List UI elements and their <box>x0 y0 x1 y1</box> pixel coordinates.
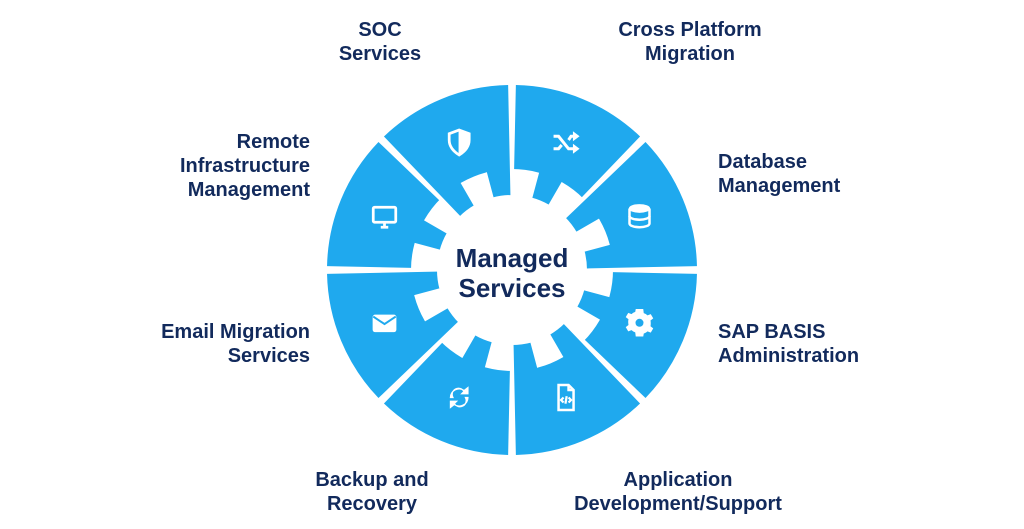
center-title-line1: Managed <box>456 243 569 273</box>
segment-label-5: Email MigrationServices <box>110 320 310 368</box>
segment-label-3: ApplicationDevelopment/Support <box>538 468 818 516</box>
center-title-line2: Services <box>459 273 566 303</box>
segment-label-0: Cross PlatformMigration <box>590 18 790 66</box>
diagram-stage: Managed Services Cross PlatformMigration… <box>0 0 1024 529</box>
segment-label-6: RemoteInfrastructureManagement <box>110 130 310 202</box>
center-title: Managed Services <box>402 244 622 304</box>
segment-label-1: DatabaseManagement <box>718 150 928 198</box>
segment-label-4: Backup andRecovery <box>262 468 482 516</box>
segment-label-2: SAP BASISAdministration <box>718 320 938 368</box>
segment-label-7: SOCServices <box>290 18 470 66</box>
envelope-icon <box>373 315 396 331</box>
